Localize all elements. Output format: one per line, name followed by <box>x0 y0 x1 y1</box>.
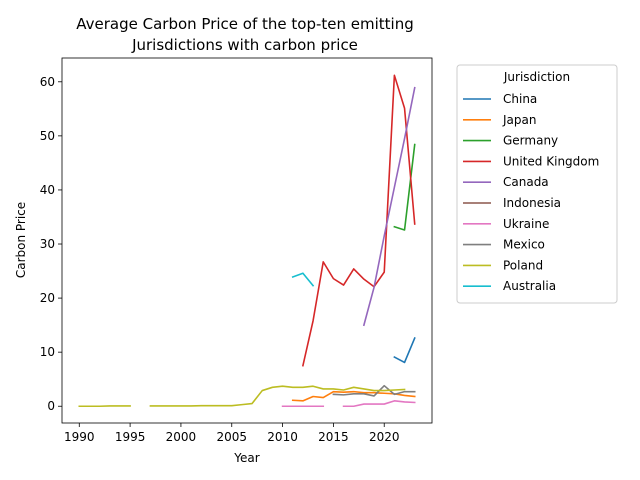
legend-label: Ukraine <box>503 217 549 231</box>
legend-item-japan: Japan <box>463 113 536 127</box>
series-line-germany <box>393 143 416 231</box>
legend-frame <box>456 64 618 304</box>
series-line-mexico <box>332 384 416 397</box>
x-tick-label: 1995 <box>115 430 146 444</box>
series-line-canada <box>362 86 416 327</box>
legend-label: Mexico <box>503 238 545 252</box>
legend-label: Germany <box>503 134 558 148</box>
series-line-australia <box>291 272 315 287</box>
legend-item-united-kingdom: United Kingdom <box>463 154 599 168</box>
legend-item-australia: Australia <box>463 279 556 293</box>
legend-title: Jurisdiction <box>503 70 570 84</box>
legend-label: Japan <box>502 113 536 127</box>
legend-label: Canada <box>503 175 549 189</box>
y-tick-label: 50 <box>40 129 55 143</box>
x-axis-label: Year <box>233 451 259 465</box>
legend-label: Indonesia <box>503 196 561 210</box>
legend-label: China <box>503 92 537 106</box>
legend-item-germany: Germany <box>463 134 558 148</box>
y-tick-label: 20 <box>40 291 55 305</box>
y-tick-label: 60 <box>40 75 55 89</box>
y-axis-label: Carbon Price <box>14 202 28 278</box>
series-line-ukraine <box>281 400 416 408</box>
legend-label: Poland <box>503 258 543 272</box>
x-tick-label: 1990 <box>64 430 95 444</box>
y-tick-label: 10 <box>40 345 55 359</box>
legend-label: Australia <box>503 279 556 293</box>
y-tick-label: 0 <box>47 399 55 413</box>
legend-item-canada: Canada <box>463 175 549 189</box>
legend: Jurisdiction China Japan Germany United Kin… <box>456 64 618 304</box>
legend-label: United Kingdom <box>503 154 599 168</box>
legend-item-mexico: Mexico <box>463 238 545 252</box>
x-tick-label: 2010 <box>267 430 298 444</box>
y-tick-label: 40 <box>40 183 55 197</box>
legend-item-ukraine: Ukraine <box>463 217 549 231</box>
plot-area <box>78 74 416 408</box>
x-tick-label: 2020 <box>369 430 400 444</box>
legend-item-poland: Poland <box>463 258 543 272</box>
x-tick-label: 2005 <box>216 430 247 444</box>
chart-title-line1: Average Carbon Price of the top-ten emit… <box>76 15 414 33</box>
plot-frame <box>61 57 433 424</box>
legend-item-indonesia: Indonesia <box>463 196 561 210</box>
x-tick-label: 2000 <box>166 430 197 444</box>
x-axis: 1990 1995 2000 2005 2010 2015 2020 <box>64 423 399 444</box>
series-line-united-kingdom <box>301 74 416 367</box>
series-line-poland <box>78 385 406 408</box>
series-line-china <box>393 337 416 364</box>
chart-title-line2: Jurisdictions with carbon price <box>131 36 358 54</box>
y-tick-label: 30 <box>40 237 55 251</box>
x-tick-label: 2015 <box>318 430 349 444</box>
y-axis: 0 10 20 30 40 50 60 <box>40 75 62 413</box>
legend-item-china: China <box>463 92 537 106</box>
